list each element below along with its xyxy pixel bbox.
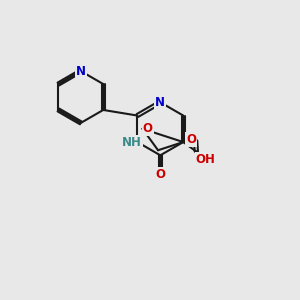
Text: N: N	[155, 96, 165, 109]
Text: OH: OH	[196, 153, 216, 166]
Text: N: N	[76, 64, 86, 78]
Text: O: O	[143, 122, 153, 135]
Text: O: O	[186, 133, 196, 146]
Text: O: O	[155, 168, 165, 181]
Text: NH: NH	[122, 136, 142, 148]
